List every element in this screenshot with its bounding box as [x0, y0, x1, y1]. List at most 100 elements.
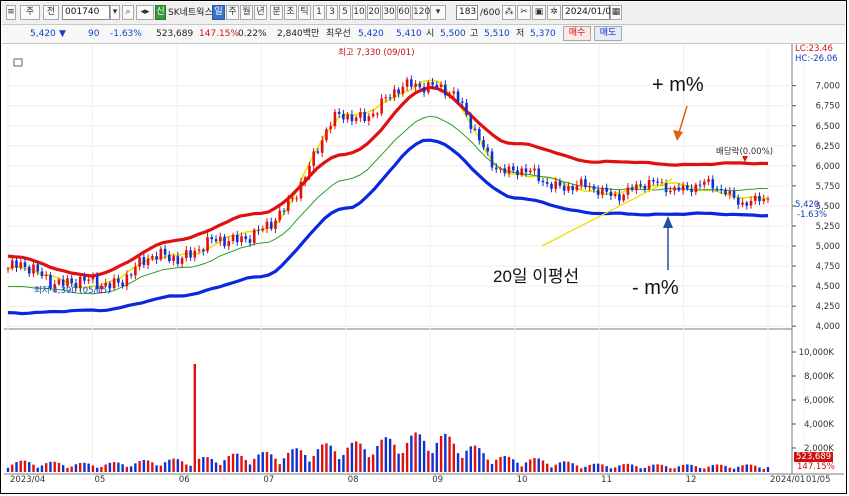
settings-grid-icon[interactable]: ⁂	[502, 5, 516, 20]
chevron-down-icon[interactable]: ▾	[110, 5, 120, 20]
volume-bar	[635, 466, 638, 472]
volume-axis-label: 6,000K	[804, 396, 834, 406]
prev-next-icon[interactable]: ◂▸	[136, 5, 154, 20]
candle-body	[354, 117, 358, 122]
tab-second[interactable]: 초	[284, 5, 297, 20]
candle-body	[142, 257, 146, 265]
candle-body	[380, 98, 383, 114]
volume-bar	[656, 464, 659, 472]
buy-button[interactable]: 매수	[563, 26, 591, 41]
volume-bar	[507, 456, 511, 472]
candle-body	[261, 228, 265, 231]
volume-bar	[354, 441, 358, 472]
data-count-input[interactable]: 183	[456, 5, 478, 20]
candlestick-chart[interactable]: 7,000 6,750 6,500 6,250 6,000 5,750 5,500 5,250…	[4, 44, 844, 484]
tab-tick[interactable]: 틱	[298, 5, 311, 20]
candle-body	[66, 278, 69, 286]
gear-icon[interactable]: ✲	[547, 5, 561, 20]
candle-body	[155, 256, 158, 260]
minute-tab[interactable]: 10	[352, 5, 366, 20]
volume-bar	[524, 462, 528, 472]
sell-button[interactable]: 매도	[594, 26, 622, 41]
envelope-lower-line	[7, 138, 769, 316]
calendar-icon[interactable]: ▦	[610, 5, 622, 20]
volume-bar	[592, 463, 596, 472]
candle-body	[83, 276, 86, 281]
stock-code-input[interactable]: 001740	[62, 5, 110, 20]
candle-body	[605, 187, 608, 192]
volume-bar	[325, 443, 328, 472]
menu-icon[interactable]: ≡	[6, 5, 16, 20]
candle-body	[202, 249, 205, 252]
candle-body	[346, 114, 349, 120]
candle-body	[724, 189, 727, 195]
candle-body	[235, 234, 239, 243]
dropdown-icon[interactable]: ▾	[430, 5, 446, 20]
candle-body	[257, 229, 260, 231]
minute-tab[interactable]: 120	[412, 5, 430, 20]
candle-body	[745, 202, 749, 206]
volume-bar	[575, 465, 579, 472]
minute-tab[interactable]: 1	[313, 5, 325, 20]
candle-body	[129, 274, 133, 276]
candle-body	[567, 186, 570, 191]
candle-body	[359, 112, 362, 118]
volume-bar	[11, 464, 14, 472]
candle-body	[363, 112, 366, 122]
candle-body	[265, 221, 269, 229]
candle-body	[410, 79, 413, 87]
volume-bar	[40, 465, 44, 472]
tab-minute[interactable]: 분	[270, 5, 283, 20]
volume-bar	[554, 464, 557, 472]
candle-body	[218, 236, 222, 242]
volume-bar	[435, 442, 439, 472]
minute-tab[interactable]: 20	[367, 5, 381, 20]
tab-year[interactable]: 년	[254, 5, 267, 20]
candle-body	[579, 179, 583, 185]
volume-bar	[431, 453, 434, 472]
volume-bar	[596, 463, 600, 472]
hc-label: HC:-26.06	[795, 54, 838, 64]
volume-bar	[490, 464, 494, 472]
volume-bar	[401, 453, 405, 472]
candle-body	[490, 151, 494, 168]
candle-body	[719, 189, 723, 191]
save-icon[interactable]: ▣	[532, 5, 546, 20]
tab-week[interactable]: 주	[226, 5, 239, 20]
minute-tab[interactable]: 5	[339, 5, 351, 20]
search-icon[interactable]: ⌕	[122, 5, 134, 20]
period-select[interactable]: 전	[43, 5, 59, 20]
minute-tab[interactable]: 30	[382, 5, 396, 20]
volume-bar	[439, 436, 443, 472]
candle-body	[690, 188, 693, 193]
volume-bar	[155, 465, 158, 472]
volume-bar	[28, 462, 31, 472]
candle-body	[630, 187, 634, 190]
market-select[interactable]: 주	[20, 5, 40, 20]
volume-bar	[91, 465, 95, 472]
minute-tab[interactable]: 60	[397, 5, 411, 20]
price-axis-label: 4,750	[816, 262, 840, 272]
candle-body	[329, 126, 332, 130]
tab-day[interactable]: 일	[212, 5, 225, 20]
volume-bar	[66, 467, 69, 472]
volume-bar	[6, 467, 10, 472]
candle-body	[635, 184, 638, 190]
candle-body	[227, 241, 231, 247]
ma20-label: 20일 이평선	[493, 267, 580, 286]
volume-bar	[422, 440, 426, 472]
volume-bar	[698, 467, 702, 472]
candle-body	[766, 198, 770, 200]
grid-toggle-icon[interactable]	[13, 58, 23, 67]
volume-bar	[745, 464, 748, 472]
minute-tab[interactable]: 3	[326, 5, 338, 20]
volume-bar	[270, 454, 273, 472]
price-axis-label: 6,750	[816, 102, 840, 112]
date-input[interactable]: 2024/01/05	[562, 5, 617, 20]
scissors-icon[interactable]: ✂	[517, 5, 531, 20]
candle-body	[647, 180, 651, 189]
time-axis-label: 11	[601, 475, 612, 484]
candle-body	[456, 91, 460, 102]
tab-month[interactable]: 월	[240, 5, 253, 20]
candle-body	[596, 189, 600, 195]
